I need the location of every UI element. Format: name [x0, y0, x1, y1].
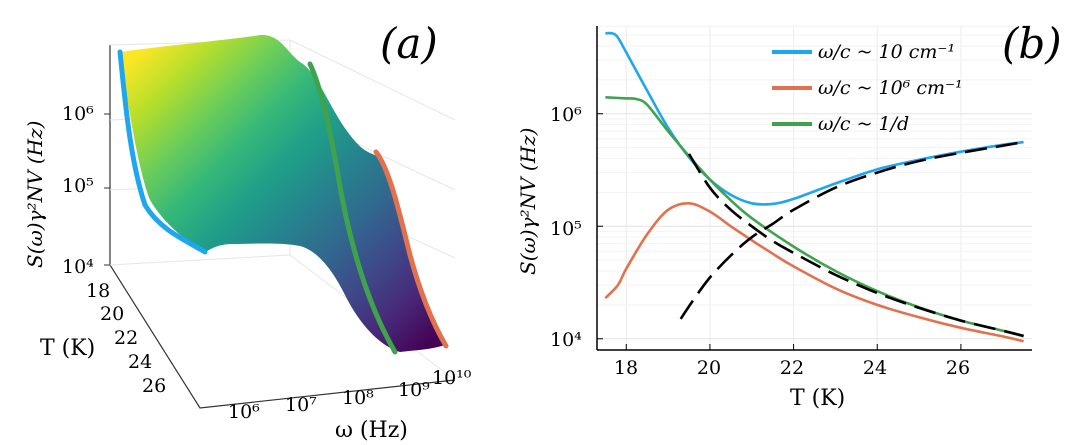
panel-b-label: (b)	[1002, 19, 1062, 68]
z-axis-label: S(ω)γ²NV (Hz)	[23, 121, 47, 268]
series-line-asymptote	[687, 153, 1024, 338]
edge-curve-blue	[117, 49, 208, 255]
y-tick: 10⁶	[550, 104, 582, 126]
legend: ω/c ~ 10 cm⁻¹ ω/c ~ 10⁶ cm⁻¹ ω/c ~ 1/d	[772, 41, 963, 135]
y-axis-ticks: 18 20 22 24 26	[86, 280, 166, 397]
x-tick: 10⁷	[285, 394, 317, 416]
x-tick: 26	[946, 357, 970, 379]
x-tick: 24	[863, 357, 887, 379]
series-line-0	[605, 31, 1024, 206]
panel-b-grid	[597, 25, 1032, 350]
y-tick: 18	[86, 280, 110, 302]
panel-b-y-label: S(ω)γ²NV (Hz)	[516, 128, 540, 275]
series-line-1	[604, 201, 1024, 343]
y-tick: 10⁵	[550, 218, 582, 240]
panel-b-x-label: T (K)	[790, 386, 845, 411]
y-tick: 24	[128, 351, 152, 373]
z-tick: 10⁴	[62, 256, 94, 278]
panel-b-series	[604, 31, 1024, 343]
y-tick: 20	[100, 303, 124, 325]
x-tick: 22	[780, 357, 804, 379]
x-axis-label: ω (Hz)	[335, 418, 408, 443]
legend-label: ω/c ~ 10⁶ cm⁻¹	[818, 77, 963, 99]
z-tick: 10⁶	[62, 103, 94, 125]
panel-b: 10⁶ 10⁵ 10⁴ 18 20 22 24 26 S(ω)γ²NV (Hz)…	[516, 19, 1062, 411]
x-tick: 10¹⁰	[432, 367, 472, 389]
edge-curve-orange	[373, 149, 449, 349]
panel-b-x-ticks: 18 20 22 24 26	[614, 357, 970, 379]
legend-label: ω/c ~ 1/d	[818, 113, 909, 135]
y-axis-label: T (K)	[40, 336, 95, 361]
z-tick: 10⁵	[62, 175, 94, 197]
panel-b-y-ticks: 10⁶ 10⁵ 10⁴	[550, 104, 582, 351]
x-tick: 10⁶	[228, 401, 260, 423]
y-tick: 22	[114, 327, 138, 349]
legend-label: ω/c ~ 10 cm⁻¹	[818, 41, 955, 63]
x-tick: 18	[614, 357, 638, 379]
x-tick: 10⁹	[398, 379, 430, 401]
y-tick: 10⁴	[550, 329, 582, 351]
panel-a-label: (a)	[380, 19, 438, 68]
series-line-2	[605, 96, 1024, 338]
surface-plot	[120, 34, 445, 353]
panel-a: 10⁶ 10⁵ 10⁴ S(ω)γ²NV (Hz) 18 20 22 24 26…	[23, 19, 472, 443]
panel-b-axes	[596, 26, 1032, 351]
x-tick: 10⁸	[342, 387, 374, 409]
x-tick: 20	[697, 357, 721, 379]
edge-curve-green	[307, 61, 398, 355]
y-tick: 26	[142, 375, 166, 397]
series-line-asymptote	[679, 140, 1024, 320]
z-axis-ticks: 10⁶ 10⁵ 10⁴	[62, 103, 94, 278]
x-axis-ticks: 10⁶ 10⁷ 10⁸ 10⁹ 10¹⁰	[228, 367, 472, 423]
